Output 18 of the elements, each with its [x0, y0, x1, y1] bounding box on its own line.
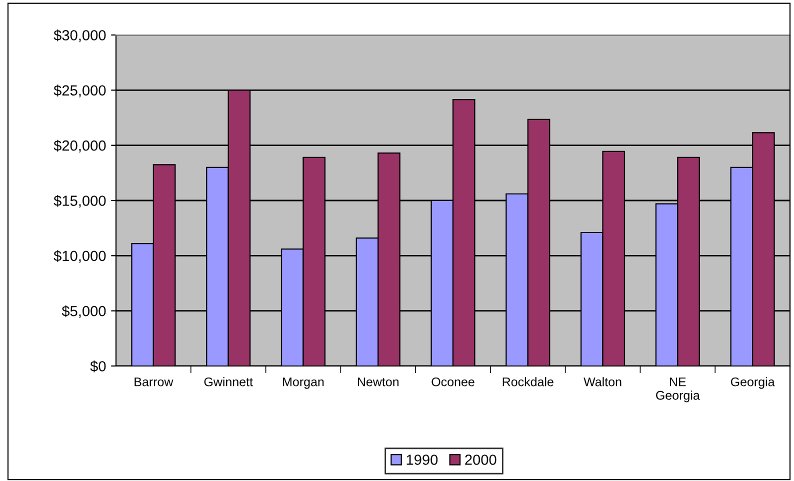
y-tick-label: $10,000: [54, 250, 106, 263]
legend-label: 1990: [406, 454, 438, 465]
x-tick-label: Walton: [584, 377, 622, 386]
x-tick-label: Gwinnett: [204, 377, 253, 386]
x-tick-label: Rockdale: [502, 377, 554, 386]
y-tick-label: $0: [90, 360, 106, 372]
x-tick-label: NE Georgia: [656, 378, 700, 402]
y-tick-label: $5,000: [62, 305, 106, 318]
legend-label: 2000: [465, 454, 496, 465]
x-tick-label: Newton: [358, 378, 398, 386]
x-tick-label: Oconee: [432, 377, 474, 386]
x-tick-label: Morgan: [283, 378, 324, 389]
y-tick-label: $20,000: [54, 140, 106, 152]
y-tick-label: $15,000: [54, 194, 106, 208]
y-tick-label: $25,000: [54, 84, 106, 98]
x-tick-label: Barrow: [134, 378, 174, 386]
x-tick-label: Georgia: [730, 377, 775, 389]
y-tick-label: $30,000: [54, 29, 106, 42]
